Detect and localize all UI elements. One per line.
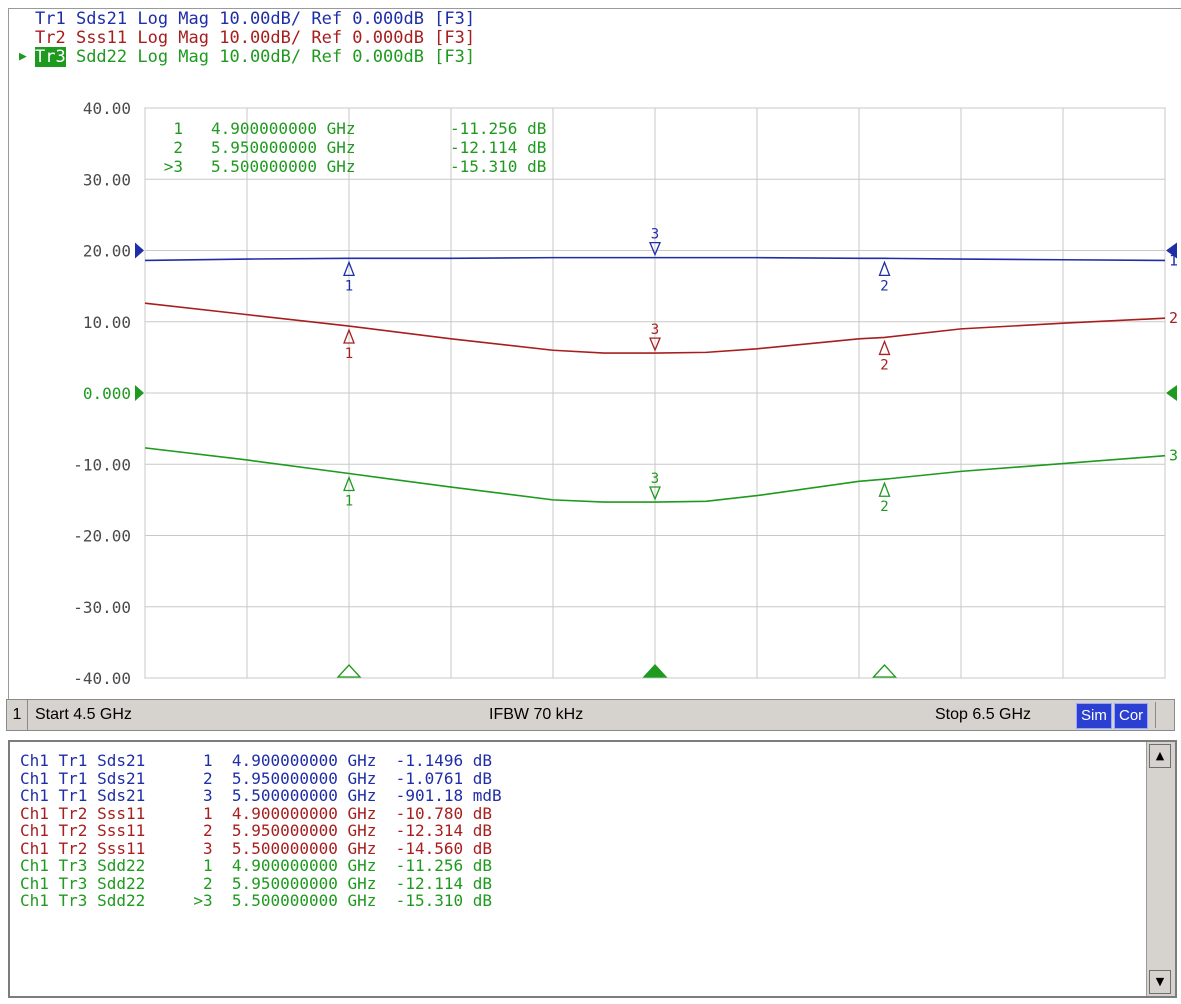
trace-line-tr2 [144,302,1166,354]
trace-header-tr1[interactable]: Tr1 Sds21 Log Mag 10.00dB/ Ref 0.000dB [… [35,9,475,29]
stimulus-marker-icon [336,664,362,678]
trace-header-tr3[interactable]: ▶ Tr3 Sdd22 Log Mag 10.00dB/ Ref 0.000dB … [19,47,476,67]
marker-table-row[interactable]: Ch1 Tr3 Sdd22 >3 5.500000000 GHz -15.310… [20,891,493,910]
y-tick-label: -10.00 [73,455,131,474]
ref-level-right-icon [1166,242,1177,259]
chart-plot[interactable]: 40.00 30.00 20.00 10.00 0.000 -10.00 -20.00 -30… [9,9,1181,699]
marker-up-icon [878,481,891,497]
trace-end-label: 1 [1169,251,1178,269]
marker-label: 1 [345,494,353,510]
stimulus-marker-icon [642,664,668,678]
stimulus-marker-icon [872,664,897,678]
ref-level-left-icon [135,242,144,259]
readout-value: -12.114 dB [450,138,546,157]
channel-status-bar: 1 Start 4.5 GHz IFBW 70 kHz Stop 6.5 GHz… [6,699,1175,731]
marker-table-row[interactable]: Ch1 Tr1 Sds21 3 5.500000000 GHz -901.18 … [20,786,502,805]
readout-frequency: 4.900000000 GHz [211,119,356,138]
y-tick-label: -40.00 [73,669,131,688]
marker-label: 1 [345,278,353,294]
trace-settings: Sdd22 Log Mag 10.00dB/ Ref 0.000dB [F3] [65,47,476,67]
ref-level-left-icon [135,385,144,401]
marker-label: 1 [345,346,353,362]
marker-label: 2 [880,278,888,294]
trace-settings: Sss11 Log Mag 10.00dB/ Ref 0.000dB [F3] [65,28,476,48]
vertical-scrollbar[interactable]: ▲ ▼ [1146,742,1175,996]
marker-label: 3 [651,322,659,338]
marker-label: 2 [880,499,888,515]
y-tick-label: 40.00 [83,99,131,118]
marker-table-panel: Ch1 Tr1 Sds21 1 4.900000000 GHz -1.1496 … [8,740,1177,998]
marker-down-icon [649,337,661,352]
ref-level-right-icon [1166,385,1177,401]
marker-down-icon [649,241,661,257]
marker-table-row[interactable]: Ch1 Tr1 Sds21 1 4.900000000 GHz -1.1496 … [20,751,493,770]
y-tick-label: 20.00 [83,242,131,261]
channel-number[interactable]: 1 [7,700,28,730]
marker-table-row[interactable]: Ch1 Tr2 Sss11 3 5.500000000 GHz -14.560 … [20,838,493,858]
marker-label: 2 [880,357,888,373]
readout-frequency: 5.950000000 GHz [211,138,356,157]
marker-table-row[interactable]: Ch1 Tr1 Sds21 2 5.950000000 GHz -1.0761 … [20,768,493,788]
start-frequency[interactable]: Start 4.5 GHz [35,706,132,723]
trace-line-tr1 [144,256,1166,262]
readout-frequency: 5.500000000 GHz [211,157,356,176]
marker-table: Ch1 Tr1 Sds21 1 4.900000000 GHz -1.1496 … [20,752,502,910]
status-spacer [1155,702,1172,728]
trace-end-label: 3 [1169,447,1178,465]
trace-end-label: 2 [1169,309,1178,327]
marker-up-icon [343,260,355,276]
marker-up-icon [343,328,355,344]
y-tick-label: 0.000 [83,384,131,403]
active-trace-arrow-icon: ▶ [19,49,27,64]
y-tick-label: -30.00 [73,598,131,617]
marker-label: 3 [651,471,659,487]
y-tick-label: -20.00 [73,527,131,546]
trace-id: Tr2 [35,28,66,48]
readout-value: -11.256 dB [450,119,546,138]
trace-id: Tr1 [35,9,66,29]
readout-value: -15.310 dB [450,157,546,176]
marker-up-icon [878,339,891,356]
marker-table-row[interactable]: Ch1 Tr3 Sdd22 1 4.900000000 GHz -11.256 … [20,856,493,875]
stop-frequency[interactable]: Stop 6.5 GHz [935,706,1032,723]
chart-panel: Tr1 Sds21 Log Mag 10.00dB/ Ref 0.000dB [… [8,8,1181,699]
readout-marker-number: 2 [173,138,183,157]
readout-marker-number: 1 [173,119,183,138]
y-tick-label: 10.00 [83,313,131,332]
readout-marker-number: >3 [164,157,183,176]
marker-table-row[interactable]: Ch1 Tr2 Sss11 2 5.950000000 GHz -12.314 … [20,821,493,840]
trace-settings: Sds21 Log Mag 10.00dB/ Ref 0.000dB [F3] [65,9,476,29]
trace-id: Tr3 [35,47,66,67]
sim-button[interactable]: Sim [1076,703,1112,729]
marker-up-icon [878,260,891,276]
marker-label: 3 [651,227,659,243]
marker-up-icon [343,475,355,492]
scroll-up-icon[interactable]: ▲ [1149,744,1171,768]
marker-table-row[interactable]: Ch1 Tr2 Sss11 1 4.900000000 GHz -10.780 … [20,803,493,823]
trace-line-tr3 [144,447,1166,503]
if-bandwidth[interactable]: IFBW 70 kHz [489,706,584,723]
scroll-down-icon[interactable]: ▼ [1149,970,1171,994]
trace-header-tr2[interactable]: Tr2 Sss11 Log Mag 10.00dB/ Ref 0.000dB [… [35,28,475,48]
marker-table-row[interactable]: Ch1 Tr3 Sdd22 2 5.950000000 GHz -12.114 … [20,873,493,893]
y-tick-label: 30.00 [83,170,131,189]
cor-button[interactable]: Cor [1114,703,1149,729]
marker-down-icon [649,486,661,501]
